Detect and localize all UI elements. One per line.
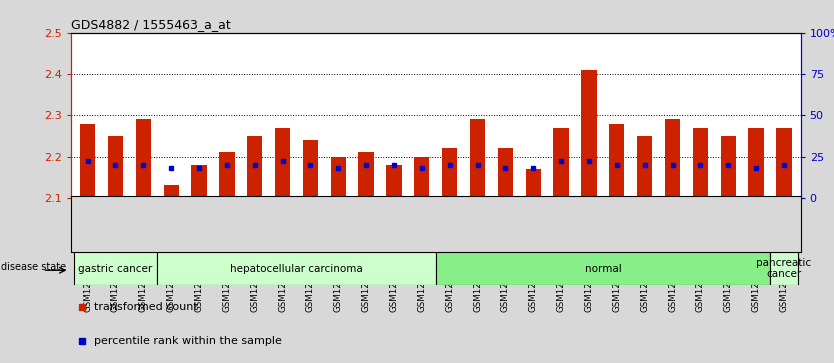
Bar	[637, 136, 652, 198]
Bar	[414, 156, 430, 198]
Bar	[330, 156, 346, 198]
Bar	[136, 119, 151, 198]
Bar	[442, 148, 457, 198]
Bar	[108, 136, 123, 198]
Text: GDS4882 / 1555463_a_at: GDS4882 / 1555463_a_at	[71, 19, 231, 32]
Bar	[525, 169, 541, 198]
Bar	[158, 252, 435, 285]
Text: gastric cancer: gastric cancer	[78, 264, 153, 274]
Bar	[435, 252, 770, 285]
Bar	[303, 140, 318, 198]
Bar	[554, 128, 569, 198]
Bar	[748, 128, 764, 198]
Bar	[359, 152, 374, 198]
Bar	[721, 136, 736, 198]
Bar	[191, 165, 207, 198]
Bar	[275, 128, 290, 198]
Bar	[163, 185, 178, 198]
Bar	[386, 165, 402, 198]
Bar	[219, 152, 234, 198]
Text: percentile rank within the sample: percentile rank within the sample	[94, 336, 282, 346]
Bar	[693, 128, 708, 198]
Bar	[665, 119, 681, 198]
Bar	[581, 70, 596, 198]
Bar	[80, 123, 95, 198]
Bar	[776, 128, 791, 198]
Text: pancreatic
cancer: pancreatic cancer	[756, 258, 811, 280]
Bar	[247, 136, 263, 198]
Text: disease state: disease state	[2, 262, 67, 272]
Bar	[770, 252, 798, 285]
Bar	[609, 123, 625, 198]
Text: transformed count: transformed count	[94, 302, 198, 312]
Text: normal: normal	[585, 264, 621, 274]
Text: hepatocellular carcinoma: hepatocellular carcinoma	[230, 264, 363, 274]
Bar	[73, 252, 158, 285]
Bar	[498, 148, 513, 198]
Bar	[470, 119, 485, 198]
